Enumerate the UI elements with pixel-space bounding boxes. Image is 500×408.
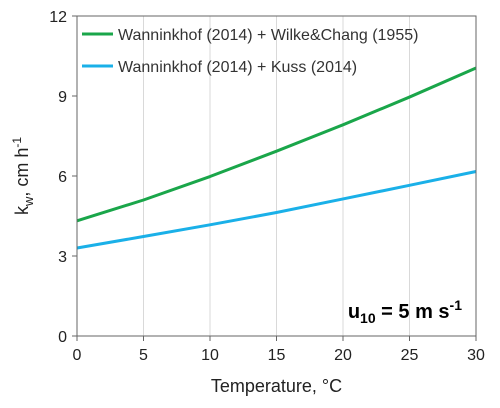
legend-label-1: Wanninkhof (2014) + Wilke&Chang (1955) bbox=[118, 27, 418, 44]
annotation-sup: -1 bbox=[450, 297, 463, 313]
annotation-main: u bbox=[348, 301, 360, 323]
y-axis-label: kw, cm h-1 bbox=[10, 137, 36, 215]
x-tick-label: 25 bbox=[401, 347, 419, 364]
y-tick-label: 9 bbox=[58, 89, 67, 106]
y-axis-label-sub: w bbox=[21, 196, 36, 207]
y-axis-label-sup: -1 bbox=[10, 137, 24, 148]
x-tick-label: 20 bbox=[334, 347, 352, 364]
y-ticks: 0 3 6 9 12 bbox=[49, 9, 77, 346]
legend-label-2: Wanninkhof (2014) + Kuss (2014) bbox=[118, 59, 357, 76]
y-axis-label-rest: , cm h bbox=[12, 148, 32, 197]
y-tick-label: 0 bbox=[58, 329, 67, 346]
annotation-rest: = 5 m s bbox=[376, 301, 450, 323]
x-ticks: 0 5 10 15 20 25 30 bbox=[73, 336, 485, 364]
series-lines bbox=[76, 66, 477, 250]
x-axis-label: Temperature, °C bbox=[211, 376, 342, 396]
y-tick-label: 6 bbox=[58, 169, 67, 186]
series-line-1 bbox=[76, 66, 477, 223]
legend: Wanninkhof (2014) + Wilke&Chang (1955) Wa… bbox=[82, 27, 418, 76]
annotation-sub: 10 bbox=[360, 310, 376, 326]
x-tick-label: 5 bbox=[139, 347, 148, 364]
wind-speed-annotation: u10 = 5 m s-1 bbox=[348, 297, 462, 326]
series-line-2 bbox=[76, 170, 477, 250]
x-tick-label: 10 bbox=[201, 347, 219, 364]
grid bbox=[143, 16, 410, 336]
y-axis-label-main: k bbox=[12, 205, 32, 215]
x-tick-label: 0 bbox=[73, 347, 82, 364]
y-tick-label: 12 bbox=[49, 9, 67, 26]
x-tick-label: 15 bbox=[268, 347, 286, 364]
y-tick-label: 3 bbox=[58, 249, 67, 266]
x-tick-label: 30 bbox=[467, 347, 485, 364]
